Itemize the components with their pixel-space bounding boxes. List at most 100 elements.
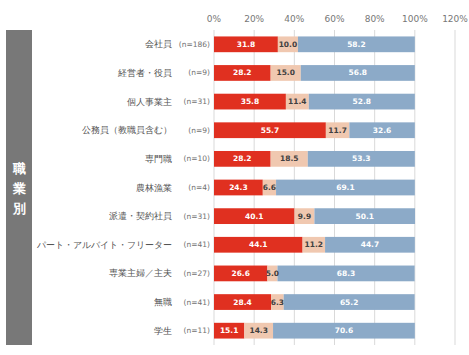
data-label: 14.3 (249, 326, 268, 335)
data-label: 15.1 (220, 326, 239, 335)
data-label: 9.9 (298, 212, 311, 221)
bar-segment (325, 237, 415, 253)
category-label: 農林漁業 (136, 183, 172, 193)
bar-segment (349, 122, 414, 138)
bar-segment (214, 36, 278, 52)
bar-segment (308, 151, 415, 167)
annotations: (n=186) (n=9) (n=31) (n=9) (n=10) (n=4) (n=31)… (179, 40, 210, 335)
count-label: (n=27) (184, 269, 211, 278)
bar-segment (214, 208, 295, 224)
category-label: パート・アルバイト・フリーター (36, 240, 172, 250)
data-label: 6.6 (263, 183, 276, 192)
bar-segment (303, 237, 325, 253)
bar-segment (301, 65, 415, 81)
data-label: 56.8 (349, 68, 368, 77)
grid (214, 30, 455, 345)
data-label: 55.7 (261, 126, 280, 135)
count-label: (n=41) (184, 298, 211, 307)
count-label: (n=186) (179, 40, 210, 49)
data-label: 40.1 (245, 212, 264, 221)
data-label: 10.0 (279, 40, 298, 49)
category-label: 専門職 (145, 154, 172, 164)
bar-segment (214, 294, 271, 310)
y-label: 職業別 (12, 160, 26, 215)
bar-segment (214, 266, 267, 282)
data-label: 15.0 (276, 68, 295, 77)
x-tick-label: 20% (244, 14, 264, 24)
bar-segment (214, 94, 286, 110)
count-label: (n=9) (188, 68, 210, 77)
bar-segment (284, 294, 415, 310)
data-label: 28.2 (233, 68, 252, 77)
bar-segment (326, 122, 349, 138)
bar-segment (214, 151, 271, 167)
category-label: 公務員（教職員含む） (82, 125, 172, 135)
bar-segment (309, 94, 415, 110)
category-label: 無職 (154, 297, 172, 307)
data-label: 68.3 (337, 269, 356, 278)
bar-segment (214, 65, 271, 81)
data-label: 58.2 (347, 40, 366, 49)
data-label: 44.7 (361, 240, 380, 249)
chart: 職業別0%20%40%60%80%100%120%31.810.058.228.… (0, 0, 469, 355)
data-label: 31.8 (237, 40, 256, 49)
x-tick-label: 0% (207, 14, 222, 24)
bar-segment (277, 266, 414, 282)
bar-segment (273, 323, 415, 339)
data-label: 35.8 (241, 97, 260, 106)
data-label: 24.3 (229, 183, 248, 192)
data-label: 32.6 (373, 126, 392, 135)
data-label: 65.2 (340, 298, 359, 307)
data-label: 53.3 (352, 154, 371, 163)
data-labels: 31.8 10.0 58.2 28.2 15.0 56.8 35.8 11.4 52.8 55.7… (220, 40, 391, 335)
bar-segment (263, 180, 276, 196)
count-label: (n=11) (184, 326, 211, 335)
category-label: 会社員 (145, 39, 172, 49)
bar-segment (271, 294, 284, 310)
count-label: (n=4) (188, 183, 210, 192)
bar-segment (278, 36, 298, 52)
count-label: (n=31) (184, 212, 211, 221)
bar-segment (295, 208, 315, 224)
bars (214, 36, 415, 338)
y-ticks: 会社員経営者・役員個人事業主公務員（教職員含む） 専門職農林漁業派遣・契約社員パー… (36, 39, 172, 335)
category-label: 個人事業主 (127, 97, 172, 107)
data-label: 44.1 (249, 240, 268, 249)
data-label: 69.1 (336, 183, 355, 192)
count-label: (n=41) (184, 240, 211, 249)
data-label: 11.4 (288, 97, 307, 106)
x-tick-label: 60% (324, 14, 344, 24)
sidebar-box (6, 30, 32, 345)
x-ticks: 0%20%40%60%80%100%120% (207, 14, 468, 24)
bar-segment (298, 36, 415, 52)
bar-segment (276, 180, 415, 196)
data-label: 6.3 (271, 298, 284, 307)
count-label: (n=9) (188, 126, 210, 135)
data-label: 52.8 (353, 97, 372, 106)
bar-segment (214, 180, 263, 196)
x-tick-label: 120% (442, 14, 468, 24)
x-tick-label: 40% (284, 14, 304, 24)
count-label: (n=10) (184, 154, 211, 163)
category-label: 経営者・役員 (117, 68, 172, 78)
data-label: 11.7 (328, 126, 347, 135)
bar-segment (214, 323, 244, 339)
sidebar: 職業別 (6, 30, 32, 345)
data-label: 5.0 (266, 269, 279, 278)
data-label: 50.1 (355, 212, 374, 221)
count-label: (n=31) (184, 97, 211, 106)
bar-segment (286, 94, 309, 110)
bar-segment (214, 237, 303, 253)
category-label: 派遣・契約社員 (109, 211, 172, 221)
bar-segment (271, 151, 308, 167)
bar-segment (244, 323, 273, 339)
data-label: 28.2 (233, 154, 252, 163)
x-tick-label: 100% (402, 14, 428, 24)
bar-segment (271, 65, 301, 81)
category-label: 専業主婦／主夫 (109, 268, 172, 278)
data-label: 28.4 (233, 298, 252, 307)
data-label: 70.6 (335, 326, 354, 335)
bar-segment (314, 208, 415, 224)
grid-line (455, 30, 456, 345)
data-label: 26.6 (231, 269, 250, 278)
